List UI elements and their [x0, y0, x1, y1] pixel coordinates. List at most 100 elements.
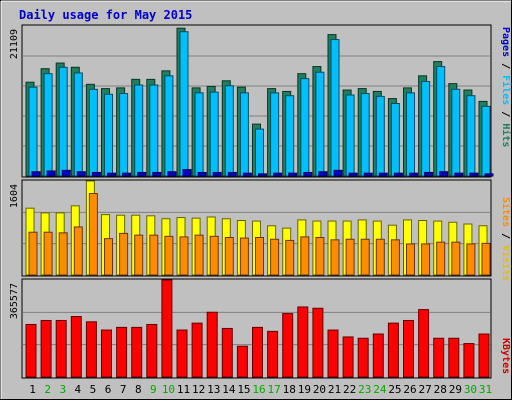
bar-pages-day-16	[258, 173, 267, 177]
day-label-21: 21	[328, 383, 341, 396]
bar-sites-day-29	[451, 241, 461, 276]
kbytes-panel: 365577	[9, 278, 492, 379]
visits-panel: 1604	[9, 179, 492, 277]
bar-files-day-25	[390, 103, 400, 177]
day-label-30: 30	[464, 383, 477, 396]
visits-legend: Sites / Visits	[500, 197, 512, 281]
day-label-26: 26	[403, 383, 416, 396]
bar-pages-day-5	[91, 171, 101, 177]
day-label-6: 6	[105, 383, 112, 396]
bar-kbytes-day-16	[252, 326, 263, 378]
bar-files-day-17	[270, 92, 280, 177]
bar-kbytes-day-7	[116, 326, 128, 378]
day-label-10: 10	[162, 383, 175, 396]
day-label-3: 3	[59, 383, 66, 396]
bar-files-day-20	[315, 71, 325, 177]
bar-files-day-6	[104, 93, 113, 177]
bar-sites-day-3	[58, 232, 68, 276]
bar-files-day-12	[194, 92, 204, 177]
bar-files-day-29	[451, 88, 461, 177]
day-label-12: 12	[192, 383, 205, 396]
day-label-19: 19	[298, 383, 311, 396]
bar-kbytes-day-2	[40, 319, 52, 378]
bar-kbytes-day-25	[387, 322, 399, 378]
bar-kbytes-day-17	[267, 330, 279, 378]
bar-pages-day-2	[46, 170, 56, 177]
bar-pages-day-15	[242, 172, 252, 177]
bar-pages-day-24	[378, 172, 388, 177]
bar-sites-day-25	[390, 239, 400, 276]
bar-kbytes-day-26	[403, 319, 414, 378]
legend-files: Files	[500, 75, 512, 105]
bar-pages-day-6	[107, 172, 116, 177]
bar-pages-day-30	[469, 172, 479, 177]
bar-kbytes-day-23	[357, 337, 369, 378]
legend-sep-1: /	[500, 57, 511, 75]
bar-files-day-21	[330, 39, 340, 177]
legend-pages: Pages	[500, 27, 511, 57]
bar-files-day-31	[481, 105, 491, 177]
bar-pages-day-27	[424, 171, 434, 177]
bar-pages-day-14	[227, 171, 237, 177]
bar-sites-day-10	[164, 235, 174, 276]
bar-pages-day-28	[439, 171, 449, 177]
bar-files-day-19	[300, 78, 310, 177]
day-label-23: 23	[358, 383, 371, 396]
bar-files-day-16	[255, 128, 264, 177]
bar-kbytes-day-20	[312, 307, 324, 378]
bar-files-day-13	[209, 91, 219, 177]
kbytes-legend: KBytes	[500, 338, 511, 374]
bar-sites-day-19	[300, 236, 310, 276]
bar-pages-day-21	[333, 169, 343, 177]
bar-files-day-9	[149, 84, 159, 177]
bar-sites-day-8	[134, 234, 144, 276]
bar-kbytes-day-21	[327, 329, 339, 378]
visits-bars	[25, 180, 491, 276]
bar-sites-day-4	[73, 226, 83, 276]
bar-sites-day-12	[194, 234, 204, 276]
bar-pages-day-29	[454, 172, 464, 177]
bar-sites-day-18	[285, 239, 295, 276]
bar-kbytes-day-9	[146, 323, 158, 378]
bar-sites-day-27	[421, 243, 431, 276]
bar-pages-day-22	[348, 172, 358, 177]
bar-kbytes-day-13	[206, 311, 218, 378]
bar-files-day-10	[164, 75, 174, 177]
bar-files-day-14	[224, 85, 234, 177]
bar-sites-day-6	[104, 238, 113, 276]
bar-pages-day-3	[61, 169, 71, 177]
bar-files-day-22	[345, 94, 355, 177]
bar-pages-day-8	[137, 171, 147, 177]
bar-pages-day-11	[182, 169, 192, 177]
legend-hits: Hits	[500, 123, 512, 147]
bar-sites-day-9	[149, 234, 159, 276]
bar-kbytes-day-30	[463, 343, 475, 378]
bar-kbytes-day-15	[236, 345, 248, 378]
bar-sites-day-16	[255, 236, 264, 276]
day-label-16: 16	[252, 383, 265, 396]
bar-files-day-18	[285, 95, 295, 177]
bar-kbytes-day-12	[191, 322, 203, 378]
bar-files-day-27	[421, 80, 431, 177]
bar-pages-day-19	[303, 171, 313, 177]
bar-pages-day-7	[122, 172, 132, 177]
bar-kbytes-day-10	[161, 279, 173, 378]
day-label-20: 20	[313, 383, 326, 396]
bar-kbytes-day-18	[282, 313, 294, 378]
bar-pages-day-18	[288, 172, 298, 177]
bar-sites-day-24	[375, 238, 385, 276]
kbytes-bars	[25, 279, 490, 378]
bar-sites-day-31	[481, 242, 491, 276]
legend-sep-3: /	[500, 227, 511, 245]
legend-kbytes: KBytes	[500, 338, 511, 374]
day-label-25: 25	[388, 383, 401, 396]
day-label-18: 18	[283, 383, 296, 396]
chart-title: Daily usage for May 2015	[19, 8, 192, 22]
bar-kbytes-day-5	[85, 321, 97, 378]
day-label-22: 22	[343, 383, 356, 396]
day-label-29: 29	[449, 383, 462, 396]
svg-text:Pages / Files / Hits: Pages / Files / Hits	[500, 27, 512, 147]
hits-panel: 21109	[9, 24, 494, 178]
bar-kbytes-day-4	[70, 316, 82, 378]
bar-files-day-30	[466, 95, 476, 177]
